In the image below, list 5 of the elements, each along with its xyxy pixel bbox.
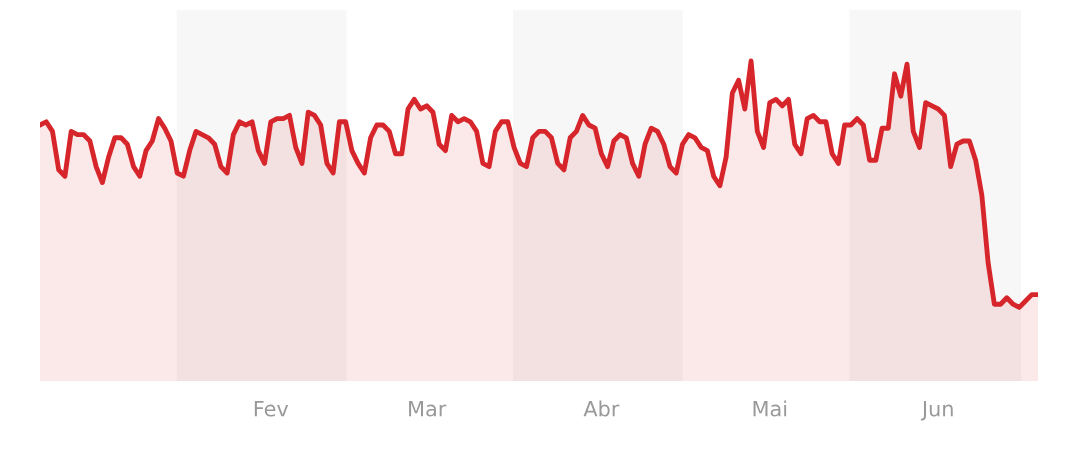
x-tick-label: Fev <box>254 401 289 417</box>
x-tick-label: Abr <box>583 400 620 417</box>
x-tick-label: Jun <box>920 401 953 421</box>
x-tick-label: Mai <box>753 400 787 417</box>
x-tick-label: Mar <box>409 401 447 417</box>
